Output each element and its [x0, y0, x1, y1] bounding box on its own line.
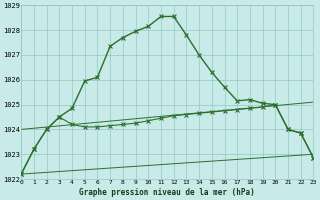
- X-axis label: Graphe pression niveau de la mer (hPa): Graphe pression niveau de la mer (hPa): [79, 188, 255, 197]
